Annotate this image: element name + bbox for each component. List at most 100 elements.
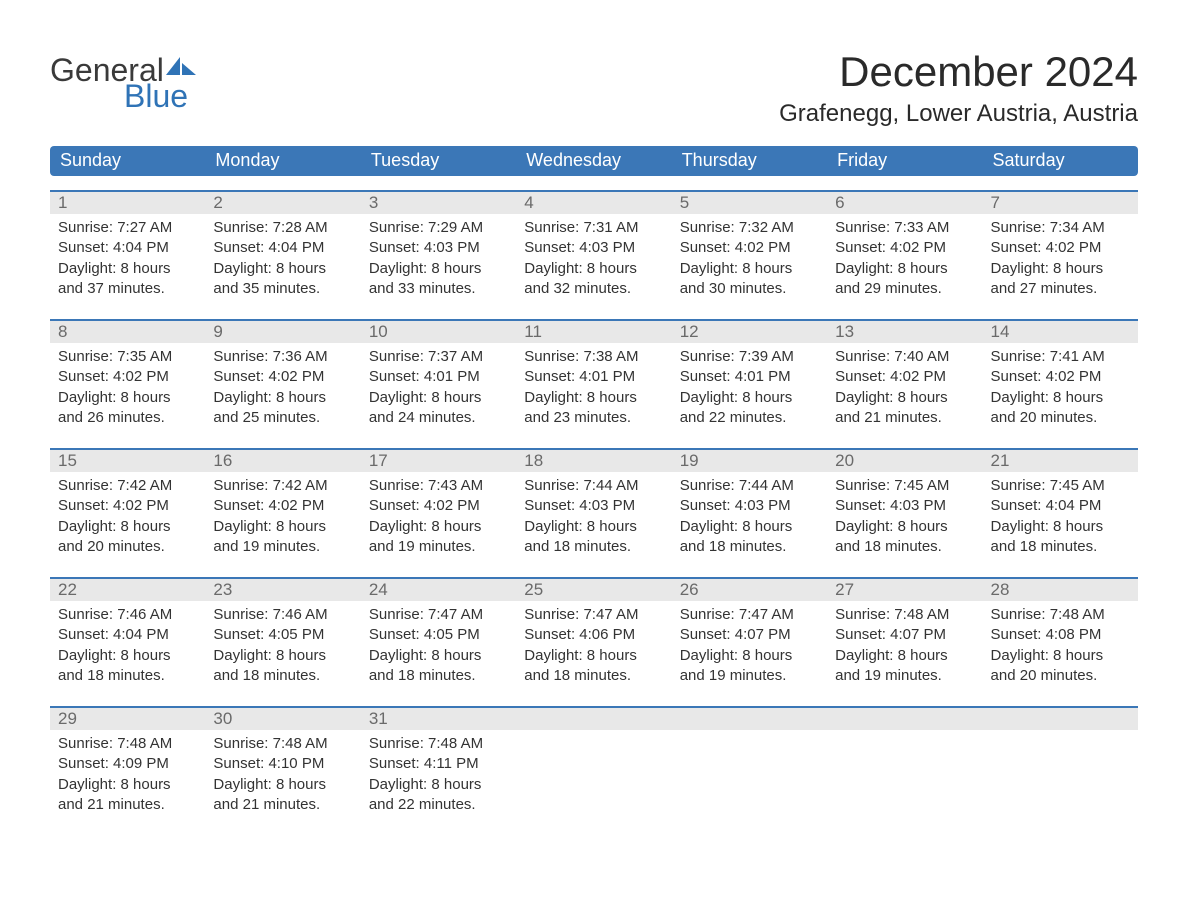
sunset-text: Sunset: 4:04 PM bbox=[58, 625, 197, 645]
daylight-line1: Daylight: 8 hours bbox=[369, 646, 508, 666]
sunset-text: Sunset: 4:07 PM bbox=[835, 625, 974, 645]
day-body: Sunrise: 7:44 AMSunset: 4:03 PMDaylight:… bbox=[516, 472, 671, 563]
day-number-empty bbox=[983, 708, 1138, 730]
sunrise-text: Sunrise: 7:48 AM bbox=[58, 734, 197, 754]
day-cell: 9Sunrise: 7:36 AMSunset: 4:02 PMDaylight… bbox=[205, 321, 360, 434]
day-cell: 24Sunrise: 7:47 AMSunset: 4:05 PMDayligh… bbox=[361, 579, 516, 692]
weekday-header: Wednesday bbox=[516, 146, 671, 176]
daylight-line1: Daylight: 8 hours bbox=[835, 388, 974, 408]
day-cell: 5Sunrise: 7:32 AMSunset: 4:02 PMDaylight… bbox=[672, 192, 827, 305]
daylight-line2: and 20 minutes. bbox=[58, 537, 197, 557]
sunrise-text: Sunrise: 7:27 AM bbox=[58, 218, 197, 238]
sunset-text: Sunset: 4:02 PM bbox=[991, 367, 1130, 387]
day-cell: 13Sunrise: 7:40 AMSunset: 4:02 PMDayligh… bbox=[827, 321, 982, 434]
logo-sail-icon bbox=[166, 48, 196, 80]
daylight-line2: and 32 minutes. bbox=[524, 279, 663, 299]
day-number: 5 bbox=[672, 192, 827, 214]
daylight-line2: and 26 minutes. bbox=[58, 408, 197, 428]
day-number: 17 bbox=[361, 450, 516, 472]
daylight-line1: Daylight: 8 hours bbox=[680, 259, 819, 279]
week-row: 8Sunrise: 7:35 AMSunset: 4:02 PMDaylight… bbox=[50, 319, 1138, 434]
day-cell bbox=[827, 708, 982, 821]
day-number: 11 bbox=[516, 321, 671, 343]
daylight-line1: Daylight: 8 hours bbox=[680, 388, 819, 408]
day-body: Sunrise: 7:47 AMSunset: 4:06 PMDaylight:… bbox=[516, 601, 671, 692]
daylight-line1: Daylight: 8 hours bbox=[991, 646, 1130, 666]
sunset-text: Sunset: 4:04 PM bbox=[58, 238, 197, 258]
day-cell: 31Sunrise: 7:48 AMSunset: 4:11 PMDayligh… bbox=[361, 708, 516, 821]
daylight-line1: Daylight: 8 hours bbox=[213, 646, 352, 666]
day-cell: 3Sunrise: 7:29 AMSunset: 4:03 PMDaylight… bbox=[361, 192, 516, 305]
day-number: 31 bbox=[361, 708, 516, 730]
sunset-text: Sunset: 4:02 PM bbox=[835, 367, 974, 387]
sunset-text: Sunset: 4:05 PM bbox=[213, 625, 352, 645]
day-body: Sunrise: 7:28 AMSunset: 4:04 PMDaylight:… bbox=[205, 214, 360, 305]
day-cell: 28Sunrise: 7:48 AMSunset: 4:08 PMDayligh… bbox=[983, 579, 1138, 692]
daylight-line2: and 20 minutes. bbox=[991, 408, 1130, 428]
page-header: General Blue December 2024 Grafenegg, Lo… bbox=[50, 48, 1138, 128]
sunrise-text: Sunrise: 7:43 AM bbox=[369, 476, 508, 496]
daylight-line2: and 19 minutes. bbox=[213, 537, 352, 557]
sunset-text: Sunset: 4:03 PM bbox=[369, 238, 508, 258]
day-body: Sunrise: 7:45 AMSunset: 4:03 PMDaylight:… bbox=[827, 472, 982, 563]
sunrise-text: Sunrise: 7:41 AM bbox=[991, 347, 1130, 367]
day-number: 2 bbox=[205, 192, 360, 214]
sunrise-text: Sunrise: 7:45 AM bbox=[991, 476, 1130, 496]
weekday-header: Tuesday bbox=[361, 146, 516, 176]
day-number: 19 bbox=[672, 450, 827, 472]
daylight-line1: Daylight: 8 hours bbox=[680, 517, 819, 537]
daylight-line1: Daylight: 8 hours bbox=[524, 259, 663, 279]
day-number: 10 bbox=[361, 321, 516, 343]
day-body: Sunrise: 7:46 AMSunset: 4:05 PMDaylight:… bbox=[205, 601, 360, 692]
sunrise-text: Sunrise: 7:44 AM bbox=[680, 476, 819, 496]
sunset-text: Sunset: 4:04 PM bbox=[213, 238, 352, 258]
sunrise-text: Sunrise: 7:32 AM bbox=[680, 218, 819, 238]
sunrise-text: Sunrise: 7:42 AM bbox=[58, 476, 197, 496]
daylight-line2: and 23 minutes. bbox=[524, 408, 663, 428]
week-row: 1Sunrise: 7:27 AMSunset: 4:04 PMDaylight… bbox=[50, 190, 1138, 305]
sunrise-text: Sunrise: 7:47 AM bbox=[680, 605, 819, 625]
sunrise-text: Sunrise: 7:48 AM bbox=[835, 605, 974, 625]
day-number: 26 bbox=[672, 579, 827, 601]
logo-word-blue: Blue bbox=[124, 80, 196, 112]
sunrise-text: Sunrise: 7:36 AM bbox=[213, 347, 352, 367]
day-number-empty bbox=[516, 708, 671, 730]
day-cell: 11Sunrise: 7:38 AMSunset: 4:01 PMDayligh… bbox=[516, 321, 671, 434]
week-row: 29Sunrise: 7:48 AMSunset: 4:09 PMDayligh… bbox=[50, 706, 1138, 821]
daylight-line1: Daylight: 8 hours bbox=[213, 775, 352, 795]
day-number: 4 bbox=[516, 192, 671, 214]
sunrise-text: Sunrise: 7:44 AM bbox=[524, 476, 663, 496]
day-cell: 10Sunrise: 7:37 AMSunset: 4:01 PMDayligh… bbox=[361, 321, 516, 434]
daylight-line2: and 22 minutes. bbox=[680, 408, 819, 428]
daylight-line2: and 25 minutes. bbox=[213, 408, 352, 428]
daylight-line1: Daylight: 8 hours bbox=[680, 646, 819, 666]
daylight-line1: Daylight: 8 hours bbox=[369, 517, 508, 537]
sunset-text: Sunset: 4:02 PM bbox=[58, 496, 197, 516]
daylight-line1: Daylight: 8 hours bbox=[524, 388, 663, 408]
daylight-line2: and 27 minutes. bbox=[991, 279, 1130, 299]
day-number-empty bbox=[672, 708, 827, 730]
week-row: 15Sunrise: 7:42 AMSunset: 4:02 PMDayligh… bbox=[50, 448, 1138, 563]
daylight-line1: Daylight: 8 hours bbox=[58, 646, 197, 666]
day-number: 29 bbox=[50, 708, 205, 730]
sunset-text: Sunset: 4:04 PM bbox=[991, 496, 1130, 516]
day-body: Sunrise: 7:29 AMSunset: 4:03 PMDaylight:… bbox=[361, 214, 516, 305]
day-body: Sunrise: 7:37 AMSunset: 4:01 PMDaylight:… bbox=[361, 343, 516, 434]
day-number: 30 bbox=[205, 708, 360, 730]
sunset-text: Sunset: 4:01 PM bbox=[524, 367, 663, 387]
daylight-line1: Daylight: 8 hours bbox=[58, 259, 197, 279]
day-cell: 8Sunrise: 7:35 AMSunset: 4:02 PMDaylight… bbox=[50, 321, 205, 434]
day-body: Sunrise: 7:42 AMSunset: 4:02 PMDaylight:… bbox=[50, 472, 205, 563]
day-number: 6 bbox=[827, 192, 982, 214]
sunrise-text: Sunrise: 7:39 AM bbox=[680, 347, 819, 367]
day-body: Sunrise: 7:48 AMSunset: 4:10 PMDaylight:… bbox=[205, 730, 360, 821]
day-cell: 20Sunrise: 7:45 AMSunset: 4:03 PMDayligh… bbox=[827, 450, 982, 563]
day-cell: 21Sunrise: 7:45 AMSunset: 4:04 PMDayligh… bbox=[983, 450, 1138, 563]
sunrise-text: Sunrise: 7:34 AM bbox=[991, 218, 1130, 238]
day-cell: 7Sunrise: 7:34 AMSunset: 4:02 PMDaylight… bbox=[983, 192, 1138, 305]
weekday-header: Sunday bbox=[50, 146, 205, 176]
day-body: Sunrise: 7:33 AMSunset: 4:02 PMDaylight:… bbox=[827, 214, 982, 305]
sunrise-text: Sunrise: 7:48 AM bbox=[213, 734, 352, 754]
daylight-line1: Daylight: 8 hours bbox=[58, 517, 197, 537]
day-cell: 12Sunrise: 7:39 AMSunset: 4:01 PMDayligh… bbox=[672, 321, 827, 434]
